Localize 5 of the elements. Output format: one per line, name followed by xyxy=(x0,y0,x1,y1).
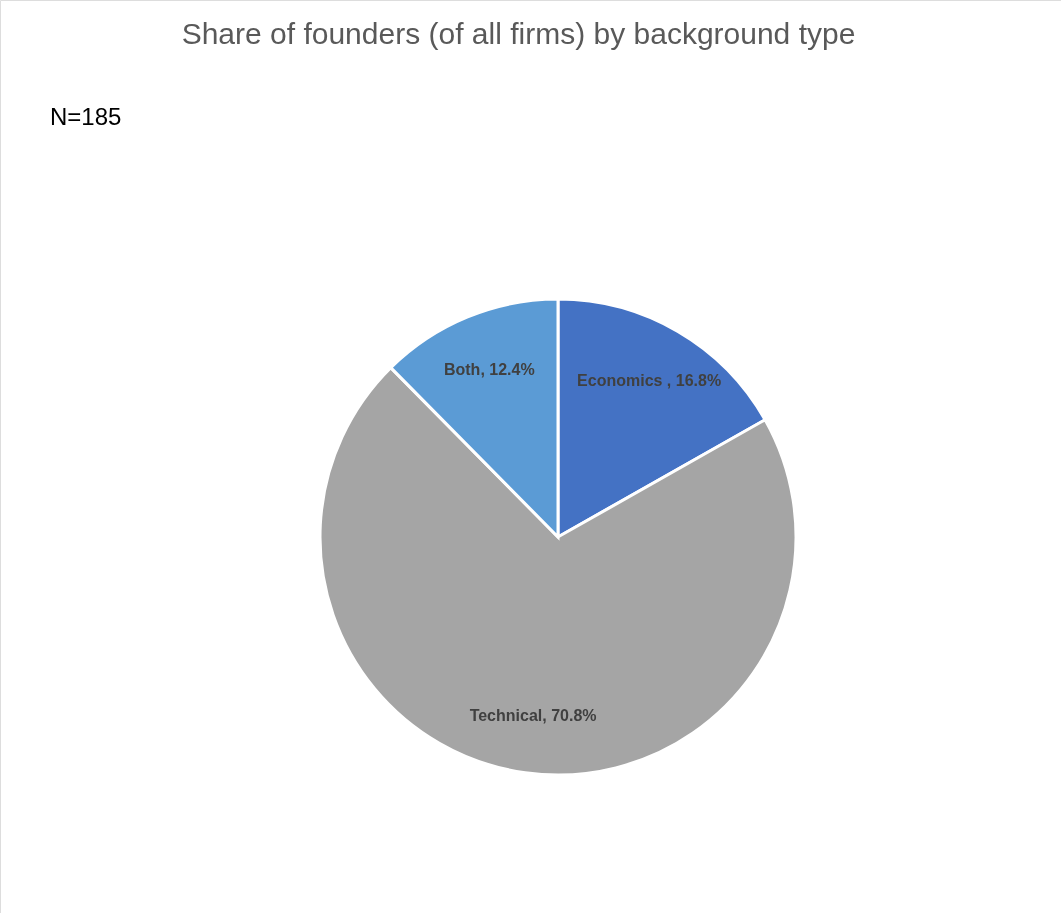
slice-label: Technical, 70.8% xyxy=(469,707,597,725)
chart-title: Share of founders (of all firms) by background type xyxy=(181,17,856,50)
slice-label: Both, 12.4% xyxy=(443,360,535,378)
slice-label: Economics , 16.8% xyxy=(577,371,722,389)
text: N=185 xyxy=(50,103,122,130)
